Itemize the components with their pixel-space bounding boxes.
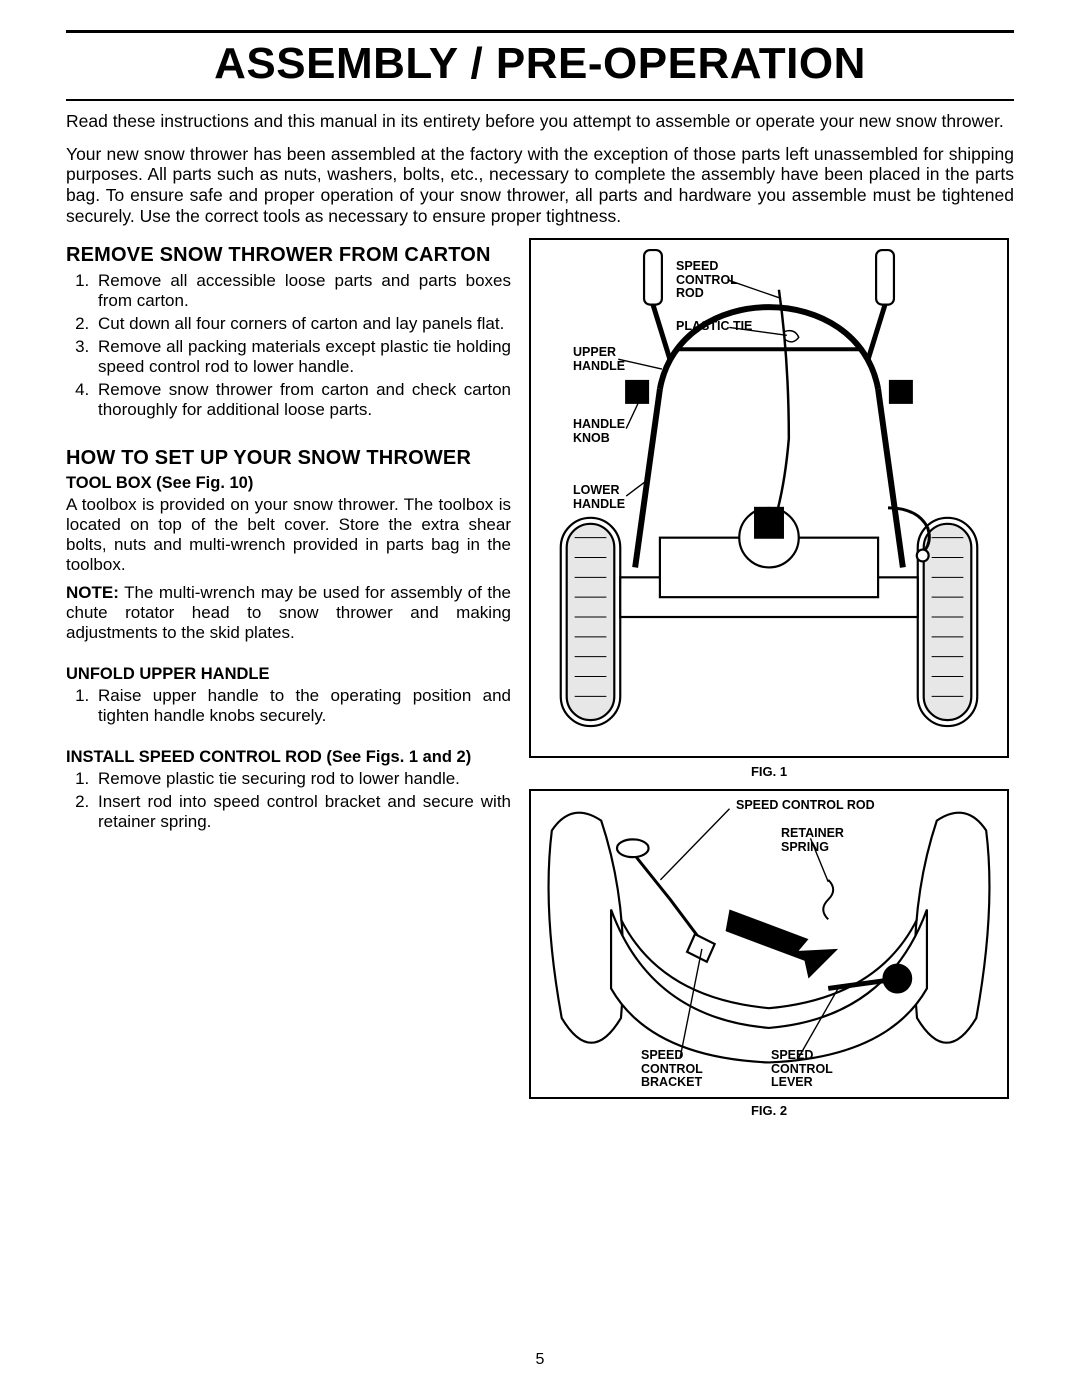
list-install-rod: Remove plastic tie securing rod to lower…: [66, 769, 511, 832]
fig2-svg: [531, 791, 1007, 1097]
callout-speed-control-rod: SPEED CONTROL ROD: [676, 260, 738, 301]
heading-toolbox: TOOL BOX (See Fig. 10): [66, 474, 511, 493]
callout-handle-knob: HANDLE KNOB: [573, 418, 625, 445]
callout-fig2-scr: SPEED CONTROL ROD: [736, 799, 875, 813]
list-item: Remove all packing materials except plas…: [94, 337, 511, 377]
list-item: Remove plastic tie securing rod to lower…: [94, 769, 511, 789]
list-unfold: Raise upper handle to the operating posi…: [66, 686, 511, 726]
heading-unfold: UNFOLD UPPER HANDLE: [66, 665, 511, 684]
intro-para: Your new snow thrower has been assembled…: [66, 144, 1014, 227]
toolbox-para: A toolbox is provided on your snow throw…: [66, 495, 511, 575]
heading-setup: HOW TO SET UP YOUR SNOW THROWER: [66, 447, 511, 470]
fig2-caption: FIG. 2: [529, 1103, 1009, 1118]
callout-sc-lever: SPEED CONTROL LEVER: [771, 1049, 833, 1090]
two-column-layout: REMOVE SNOW THROWER FROM CARTON Remove a…: [66, 238, 1014, 1128]
toolbox-note: NOTE: The multi-wrench may be used for a…: [66, 583, 511, 643]
left-column: REMOVE SNOW THROWER FROM CARTON Remove a…: [66, 238, 511, 1128]
callout-plastic-tie: PLASTIC TIE: [676, 320, 752, 334]
heading-install-rod: INSTALL SPEED CONTROL ROD (See Figs. 1 a…: [66, 748, 511, 767]
figure-2: SPEED CONTROL ROD RETAINER SPRING SPEED …: [529, 789, 1009, 1099]
list-item: Raise upper handle to the operating posi…: [94, 686, 511, 726]
figure-1: SPEED CONTROL ROD PLASTIC TIE UPPER HAND…: [529, 238, 1009, 758]
rule-thin: [66, 99, 1014, 101]
page-title: ASSEMBLY / PRE-OPERATION: [66, 39, 1014, 89]
list-item: Remove all accessible loose parts and pa…: [94, 271, 511, 311]
callout-lower-handle: LOWER HANDLE: [573, 484, 625, 511]
list-item: Cut down all four corners of carton and …: [94, 314, 511, 334]
right-column: SPEED CONTROL ROD PLASTIC TIE UPPER HAND…: [529, 238, 1009, 1128]
callout-upper-handle: UPPER HANDLE: [573, 346, 625, 373]
fig1-caption: FIG. 1: [529, 764, 1009, 779]
heading-remove: REMOVE SNOW THROWER FROM CARTON: [66, 244, 511, 267]
intro-line: Read these instructions and this manual …: [66, 111, 1014, 132]
list-item: Remove snow thrower from carton and chec…: [94, 380, 511, 420]
list-remove: Remove all accessible loose parts and pa…: [66, 271, 511, 420]
note-label: NOTE:: [66, 583, 119, 602]
page-number: 5: [0, 1351, 1080, 1369]
list-item: Insert rod into speed control bracket an…: [94, 792, 511, 832]
callout-retainer-spring: RETAINER SPRING: [781, 827, 844, 854]
note-body: The multi-wrench may be used for assembl…: [66, 583, 511, 642]
callout-sc-bracket: SPEED CONTROL BRACKET: [641, 1049, 703, 1090]
rule-top: [66, 30, 1014, 33]
